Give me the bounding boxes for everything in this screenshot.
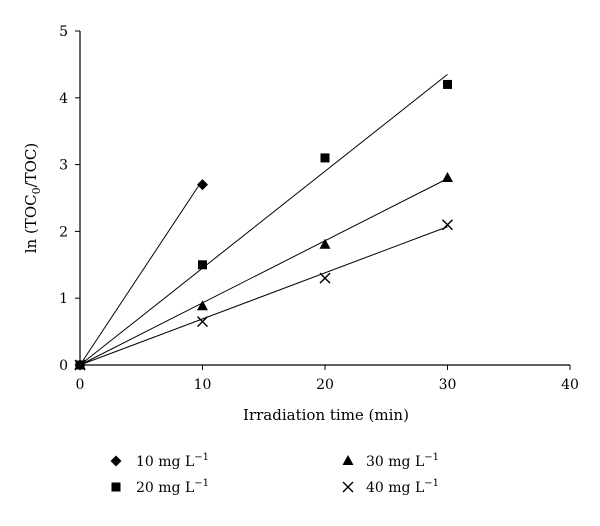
y-tick-label: 3 bbox=[59, 158, 68, 174]
data-point-square bbox=[443, 79, 452, 89]
data-point-triangle bbox=[442, 171, 453, 182]
fit-line bbox=[79, 226, 448, 366]
data-point-triangle bbox=[74, 359, 86, 369]
x-tick-label: 10 bbox=[194, 377, 212, 393]
y-tick-label: 1 bbox=[59, 291, 68, 307]
fit-lines bbox=[79, 74, 448, 366]
legend-marker-square bbox=[111, 482, 121, 492]
x-axis-title: Irradiation time (min) bbox=[243, 406, 409, 424]
axis-ticks: 0 10 20 30 40 0 1 2 3 4 5 bbox=[59, 24, 579, 393]
legend-marker-cross bbox=[342, 481, 354, 493]
legend-marker-diamond bbox=[110, 455, 122, 467]
legend-label: 40 mg L−1 bbox=[366, 478, 439, 496]
data-point-triangle bbox=[319, 238, 331, 249]
data-point-square bbox=[320, 153, 330, 163]
y-tick-label: 2 bbox=[59, 224, 68, 240]
data-point-cross bbox=[442, 219, 453, 231]
data-point-cross bbox=[197, 316, 208, 328]
data-markers bbox=[74, 79, 453, 371]
fit-line bbox=[79, 179, 203, 366]
legend: 10 mg L−1 20 mg L−1 30 mg L−1 40 mg L−1 bbox=[110, 452, 439, 496]
legend-label: 10 mg L−1 bbox=[136, 452, 209, 470]
legend-label: 20 mg L−1 bbox=[136, 478, 209, 496]
fit-line bbox=[79, 74, 448, 366]
legend-label: 30 mg L−1 bbox=[366, 452, 439, 470]
data-point-square bbox=[198, 260, 207, 270]
legend-item: 20 mg L−1 bbox=[111, 478, 209, 496]
y-tick-label: 0 bbox=[59, 358, 68, 374]
legend-item: 40 mg L−1 bbox=[342, 478, 439, 496]
data-point-triangle bbox=[197, 300, 208, 311]
legend-item: 30 mg L−1 bbox=[342, 452, 439, 470]
y-axis-title: ln (TOC0/TOC) bbox=[22, 143, 43, 254]
x-tick-label: 0 bbox=[76, 377, 85, 393]
legend-marker-triangle bbox=[342, 455, 354, 465]
fit-line bbox=[79, 178, 448, 366]
data-point-cross bbox=[74, 359, 86, 371]
x-tick-label: 40 bbox=[561, 377, 579, 393]
plot-area: 0 10 20 30 40 0 1 2 3 4 5 bbox=[59, 24, 579, 393]
y-tick-label: 4 bbox=[59, 91, 68, 107]
legend-item: 10 mg L−1 bbox=[110, 452, 209, 470]
data-point-diamond bbox=[197, 179, 208, 191]
data-point-cross bbox=[319, 272, 331, 284]
x-tick-label: 30 bbox=[439, 377, 457, 393]
y-tick-label: 5 bbox=[59, 24, 68, 40]
x-tick-label: 20 bbox=[316, 377, 334, 393]
